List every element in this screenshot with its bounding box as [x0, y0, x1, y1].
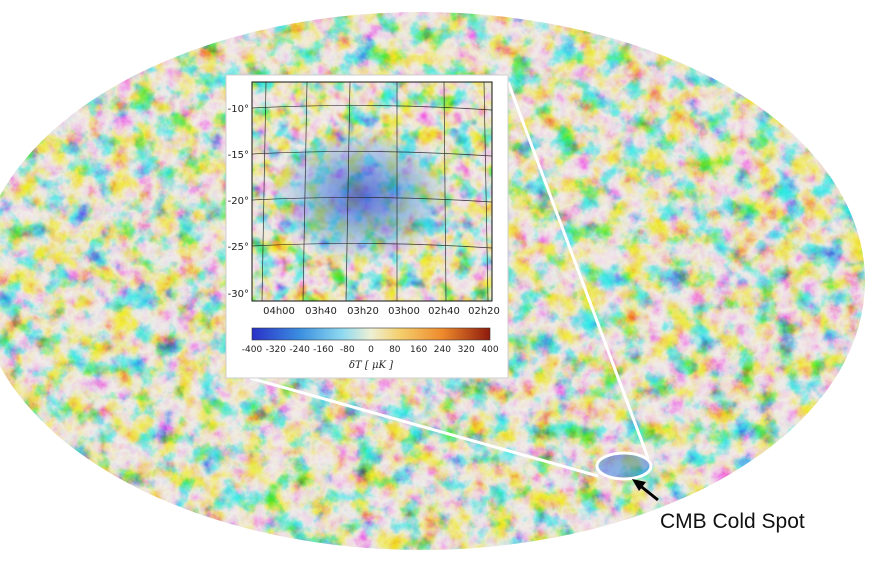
dec-tick-label: -10° — [228, 104, 249, 115]
inset-panel: -10° -15° -20° -25° -30° 04h00 03h40 03h… — [225, 74, 509, 379]
ra-tick-label: 02h20 — [468, 306, 500, 317]
zoom-line-upper — [506, 81, 650, 459]
ra-tick-label: 04h00 — [263, 306, 295, 317]
cold-spot-label: CMB Cold Spot — [660, 510, 805, 533]
zoom-line-lower — [249, 376, 599, 478]
colorbar — [251, 327, 491, 341]
ra-tick-label: 03h00 — [388, 306, 420, 317]
inset-map — [251, 81, 493, 302]
colorbar-tick-label: -160 — [313, 345, 334, 355]
colorbar-tick-label: 160 — [410, 345, 427, 355]
ra-tick-label: 02h40 — [428, 306, 460, 317]
dec-tick-label: -20° — [228, 196, 249, 207]
colorbar-tick-label: 0 — [368, 345, 374, 355]
colorbar-tick-label: -320 — [266, 345, 287, 355]
cold-spot-highlight — [595, 451, 653, 481]
dec-tick-label: -15° — [228, 150, 249, 161]
colorbar-tick-label: 320 — [458, 345, 475, 355]
dec-tick-label: -30° — [228, 289, 249, 300]
cold-spot-arrow — [632, 479, 659, 502]
colorbar-tick-label: 80 — [389, 345, 401, 355]
colorbar-tick-label: 240 — [434, 345, 451, 355]
colorbar-tick-label: -80 — [340, 345, 355, 355]
ra-tick-label: 03h20 — [347, 306, 379, 317]
dec-tick-label: -25° — [228, 242, 249, 253]
colorbar-tick-label: -400 — [242, 345, 263, 355]
colorbar-tick-label: 400 — [481, 345, 498, 355]
colorbar-label: δT [ μK ] — [349, 360, 393, 371]
ra-tick-label: 03h40 — [305, 306, 337, 317]
colorbar-tick-label: -240 — [289, 345, 310, 355]
